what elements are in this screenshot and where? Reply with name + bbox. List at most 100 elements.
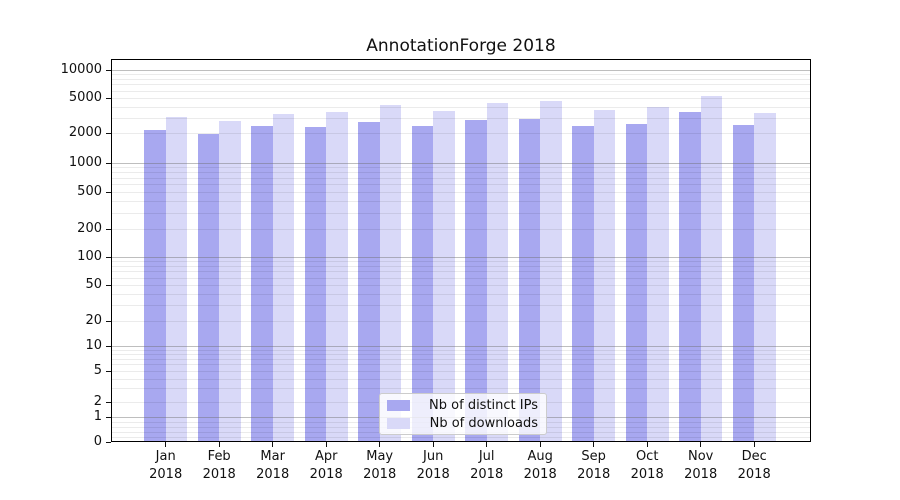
gridline-minor [111, 79, 811, 80]
bar-ips-sep [572, 125, 594, 442]
bar-downloads-apr [326, 112, 348, 442]
gridline-minor [111, 192, 811, 193]
bar-downloads-jul [486, 102, 509, 442]
bar-ips-may [358, 121, 380, 442]
legend-label: Nb of downloads [429, 415, 538, 431]
y-tick-label: 100 [77, 249, 102, 264]
y-tick [106, 370, 111, 372]
y-tick [106, 416, 111, 418]
gridline-minor [111, 293, 811, 295]
gridline-minor [111, 261, 811, 263]
x-tick-label: Nov 2018 [684, 449, 718, 482]
bar-downloads-dec [754, 113, 776, 442]
gridline-major [111, 257, 811, 258]
bar-downloads-jan [165, 117, 188, 442]
gridline-minor [111, 106, 811, 108]
bar-ips-mar [251, 126, 273, 442]
x-tick [593, 442, 595, 447]
x-tick-label: Aug 2018 [523, 449, 557, 482]
x-tick [379, 442, 381, 447]
gridline-minor [111, 358, 811, 360]
x-tick [646, 442, 648, 447]
bar-downloads-feb [219, 121, 241, 442]
bar-ips-dec [732, 125, 755, 442]
y-tick [106, 228, 111, 230]
y-tick-label: 200 [77, 221, 102, 236]
gridline-major [111, 346, 811, 347]
y-tick-label: 5 [93, 363, 102, 378]
x-tick-label: Feb 2018 [202, 449, 236, 482]
bar-ips-apr [304, 127, 327, 442]
gridline-minor [111, 177, 811, 179]
gridline-minor [111, 378, 811, 380]
bar-ips-jun [411, 126, 434, 442]
x-tick-label: Jul 2018 [470, 449, 504, 482]
x-tick [272, 442, 274, 447]
bar-ips-nov [679, 111, 701, 442]
y-tick [106, 97, 111, 99]
y-tick [106, 132, 111, 134]
y-tick [106, 256, 111, 258]
legend-item: Nb of downloads [387, 414, 538, 432]
y-tick-label: 10000 [60, 62, 102, 77]
gridline-minor [111, 84, 811, 86]
x-tick [165, 442, 167, 447]
gridline-minor [111, 212, 811, 214]
gridline-minor [111, 371, 811, 372]
gridline-major [111, 163, 811, 164]
gridline-minor [111, 117, 811, 119]
y-tick-label: 0 [93, 434, 102, 449]
bar-downloads-mar [272, 114, 295, 442]
y-tick-label: 1 [93, 409, 102, 424]
bar-downloads-may [379, 104, 402, 442]
y-tick [106, 345, 111, 347]
bar-downloads-jun [433, 111, 455, 442]
gridline-minor [111, 266, 811, 267]
bar-downloads-nov [700, 96, 723, 442]
y-tick [106, 441, 111, 443]
y-tick-label: 1000 [68, 155, 102, 170]
x-tick [325, 442, 327, 447]
y-tick-label: 500 [77, 184, 102, 199]
y-tick-label: 5000 [68, 90, 102, 105]
gridline-minor [111, 364, 811, 366]
gridline-minor [111, 74, 811, 76]
gridline-minor [111, 229, 811, 230]
gridline-minor [111, 349, 811, 351]
gridline-minor [111, 90, 811, 92]
y-tick-label: 20 [85, 313, 102, 328]
x-tick-label: Sep 2018 [577, 449, 611, 482]
gridline-minor [111, 172, 811, 174]
gridline-minor [111, 437, 811, 438]
gridline-minor [111, 201, 811, 202]
x-tick-label: Jun 2018 [416, 449, 450, 482]
y-tick [106, 191, 111, 193]
y-tick-label: 10 [85, 338, 102, 353]
legend-label: Nb of distinct IPs [429, 397, 538, 413]
gridline-major [111, 70, 811, 71]
y-tick-label: 2000 [68, 125, 102, 140]
x-tick [700, 442, 702, 447]
gridline-minor [111, 305, 811, 307]
gridline-minor [111, 285, 811, 286]
gridline-minor [111, 184, 811, 186]
y-tick-label: 2 [93, 394, 102, 409]
bar-downloads-oct [647, 107, 669, 442]
x-tick [218, 442, 220, 447]
x-tick-label: Apr 2018 [309, 449, 343, 482]
legend: Nb of distinct IPs Nb of downloads [379, 393, 547, 435]
bar-ips-aug [518, 119, 541, 442]
bar-downloads-aug [540, 100, 562, 442]
legend-swatch-downloads [387, 417, 410, 429]
gridline-minor [111, 98, 811, 99]
gridline-minor [111, 388, 811, 390]
x-tick-label: Mar 2018 [256, 449, 290, 482]
x-tick [539, 442, 541, 447]
gridline-minor [111, 271, 811, 273]
bar-downloads-sep [593, 109, 616, 442]
x-tick [486, 442, 488, 447]
x-tick-label: May 2018 [363, 449, 397, 482]
y-tick [106, 162, 111, 164]
gridline-minor [111, 321, 811, 322]
